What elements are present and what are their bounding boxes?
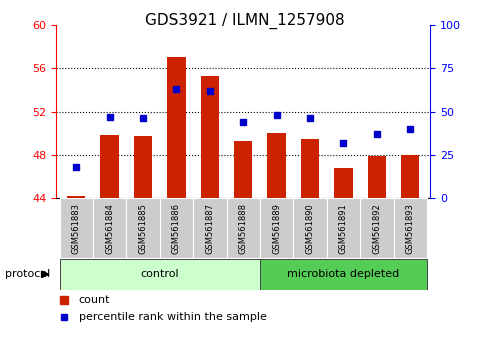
Text: GSM561889: GSM561889 (272, 203, 281, 254)
Bar (167, 57, 185, 198)
Text: GSM561892: GSM561892 (372, 203, 381, 254)
Bar (334, 168, 352, 198)
Text: microbiota depleted: microbiota depleted (287, 269, 399, 279)
Bar (101, 135, 119, 198)
Bar (367, 156, 385, 198)
Bar (226, 198, 260, 258)
Bar (360, 198, 393, 258)
Text: GSM561883: GSM561883 (72, 203, 81, 254)
Text: GSM561885: GSM561885 (138, 203, 147, 254)
Bar (93, 198, 126, 258)
Bar (200, 76, 219, 198)
Bar (260, 259, 426, 290)
Text: GDS3921 / ILMN_1257908: GDS3921 / ILMN_1257908 (144, 12, 344, 29)
Bar (193, 198, 226, 258)
Bar (326, 198, 360, 258)
Bar (134, 136, 152, 198)
Bar (160, 198, 193, 258)
Text: GSM561884: GSM561884 (105, 203, 114, 254)
Text: GSM561890: GSM561890 (305, 203, 314, 254)
Bar (300, 139, 319, 198)
Bar (234, 141, 252, 198)
Text: count: count (79, 295, 110, 305)
Text: GSM561893: GSM561893 (405, 203, 414, 254)
Bar (60, 259, 260, 290)
Text: GSM561886: GSM561886 (172, 203, 181, 254)
Bar (267, 133, 285, 198)
Text: percentile rank within the sample: percentile rank within the sample (79, 312, 266, 322)
Text: GSM561887: GSM561887 (205, 203, 214, 254)
Bar (400, 155, 419, 198)
Bar (126, 198, 160, 258)
Bar (393, 198, 426, 258)
Bar (60, 198, 93, 258)
Bar (260, 198, 293, 258)
Text: protocol: protocol (5, 269, 50, 279)
Text: GSM561888: GSM561888 (238, 203, 247, 254)
Text: GSM561891: GSM561891 (338, 203, 347, 254)
Text: control: control (140, 269, 179, 279)
Bar (67, 196, 85, 198)
Bar (293, 198, 326, 258)
